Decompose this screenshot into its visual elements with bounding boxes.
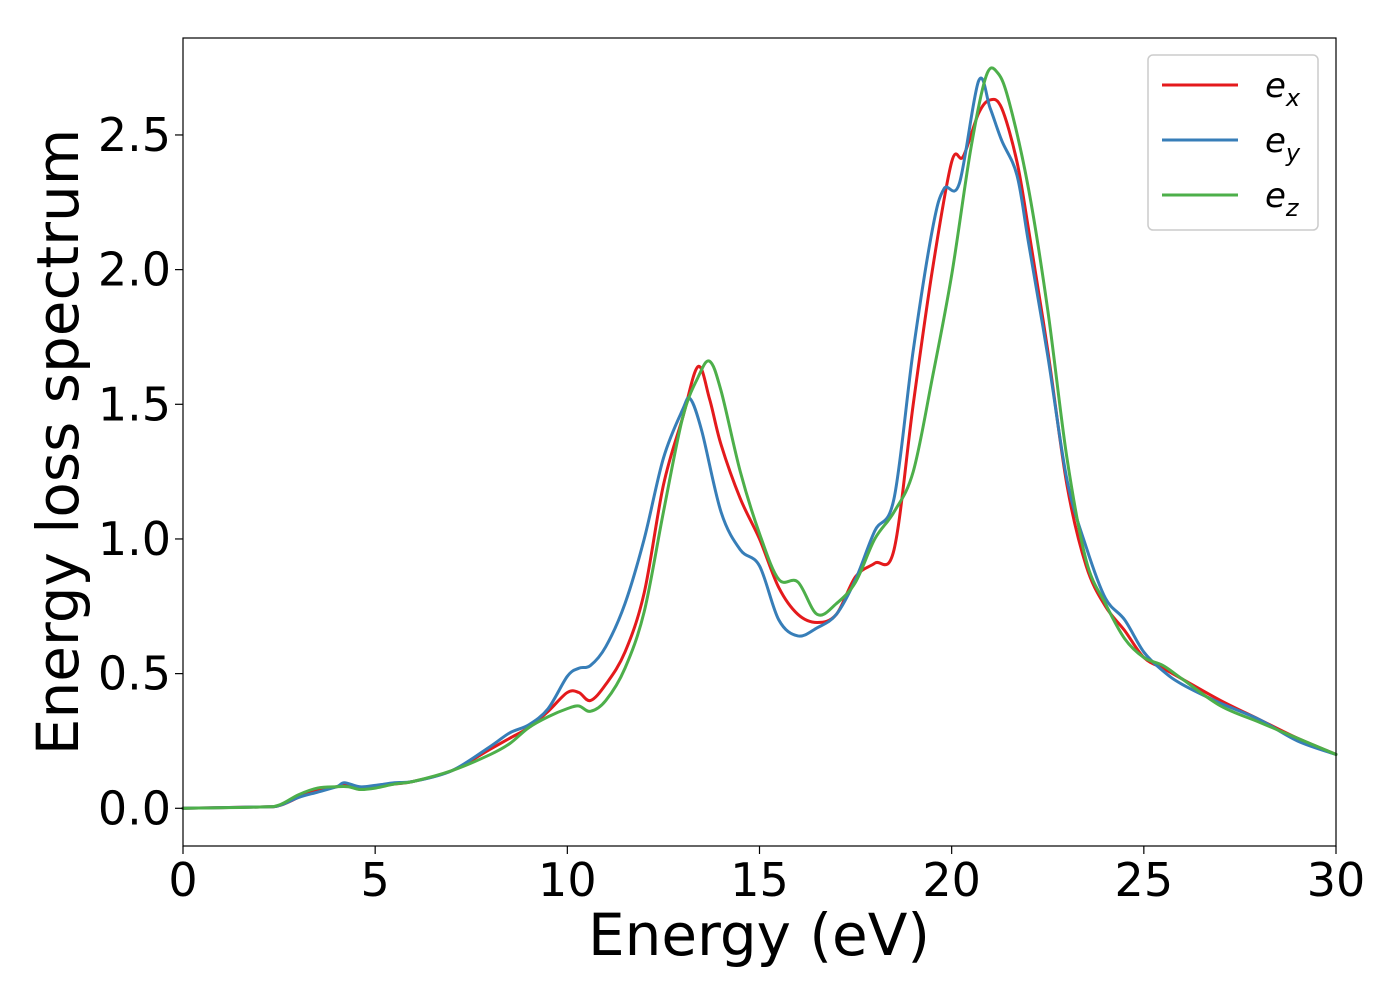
x-tick-label: 15	[730, 853, 789, 907]
legend-box	[1147, 54, 1319, 231]
legend-label-x: ex	[1265, 66, 1301, 112]
y-tick-label: 1.5	[98, 377, 171, 431]
x-tick-label: 10	[538, 853, 597, 907]
legend-label-y: ey	[1265, 121, 1301, 167]
y-axis-title: Energy loss spectrum	[24, 129, 92, 755]
series-line-z	[181, 66, 1338, 810]
y-axis: 0.0 0.5 1.0 1.5 2.0 2.5	[98, 108, 183, 835]
legend-label-z: ez	[1265, 176, 1300, 222]
series-layer	[181, 66, 1338, 810]
x-tick-label: 5	[361, 853, 390, 907]
x-tick-label: 30	[1307, 853, 1366, 907]
y-tick-label: 1.0	[98, 512, 171, 566]
y-tick-label: 0.0	[98, 781, 171, 835]
x-tick-label: 25	[1115, 853, 1174, 907]
x-tick-label: 20	[922, 853, 981, 907]
x-tick-label: 0	[168, 853, 197, 907]
x-axis: 0 5 10 15 20 25 30	[168, 846, 1365, 907]
x-axis-title: Energy (eV)	[588, 901, 930, 969]
y-tick-label: 0.5	[98, 647, 171, 701]
y-tick-label: 2.0	[98, 243, 171, 297]
y-tick-label: 2.5	[98, 108, 171, 162]
legend: ex ey ez	[1147, 54, 1319, 231]
